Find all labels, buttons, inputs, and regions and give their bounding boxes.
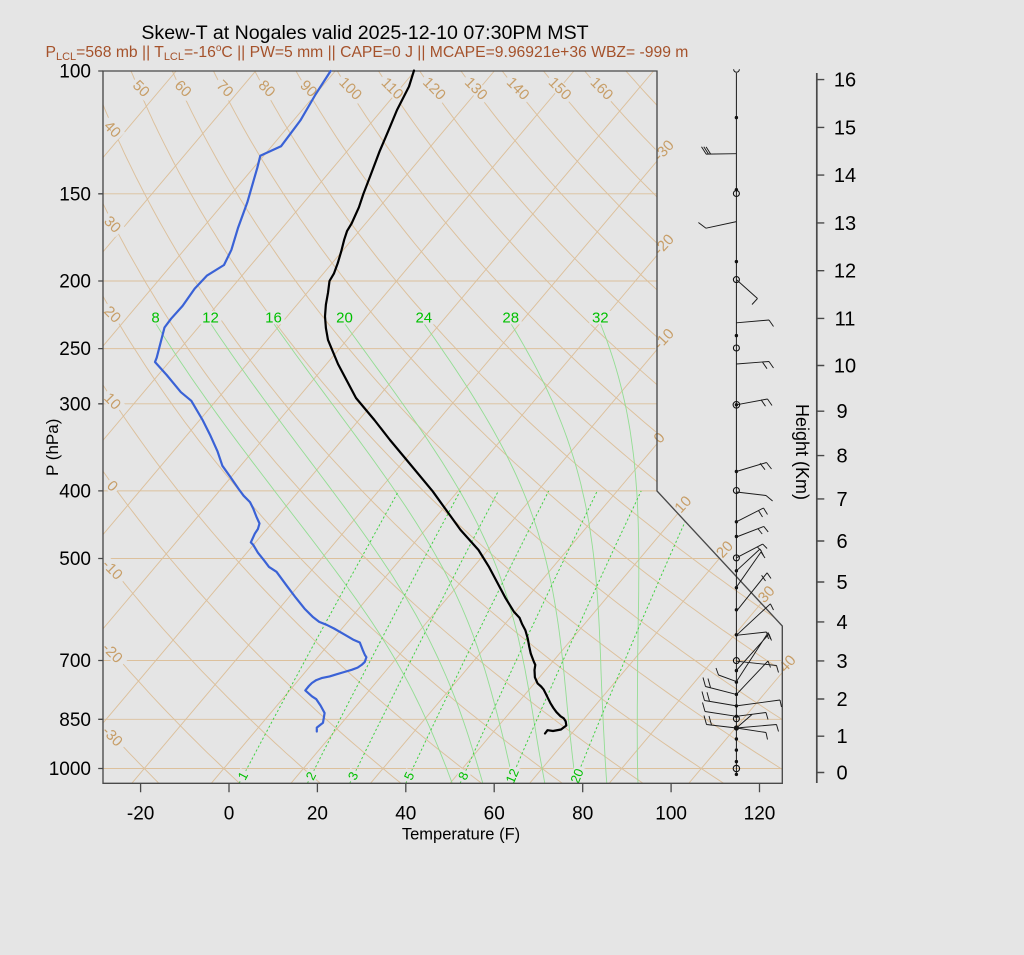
svg-text:16: 16 bbox=[265, 310, 282, 327]
svg-text:1000: 1000 bbox=[49, 759, 91, 780]
svg-text:32: 32 bbox=[592, 310, 609, 327]
svg-text:5: 5 bbox=[836, 572, 847, 594]
svg-text:12: 12 bbox=[834, 261, 856, 283]
svg-text:P (hPa): P (hPa) bbox=[43, 419, 62, 476]
svg-text:4: 4 bbox=[836, 612, 847, 634]
svg-text:2: 2 bbox=[836, 689, 847, 711]
svg-text:150: 150 bbox=[59, 184, 91, 205]
svg-text:700: 700 bbox=[59, 651, 91, 672]
svg-text:400: 400 bbox=[59, 481, 91, 502]
svg-text:15: 15 bbox=[834, 117, 856, 139]
svg-text:100: 100 bbox=[59, 62, 91, 83]
svg-text:8: 8 bbox=[836, 446, 847, 468]
svg-text:0: 0 bbox=[224, 804, 235, 825]
svg-text:7: 7 bbox=[836, 489, 847, 511]
svg-text:6: 6 bbox=[836, 531, 847, 553]
svg-text:11: 11 bbox=[835, 308, 856, 330]
svg-text:9: 9 bbox=[836, 401, 847, 423]
svg-text:3: 3 bbox=[836, 651, 847, 673]
svg-text:28: 28 bbox=[502, 310, 519, 327]
svg-text:250: 250 bbox=[59, 339, 91, 360]
svg-text:20: 20 bbox=[307, 804, 328, 825]
svg-text:200: 200 bbox=[59, 272, 91, 293]
svg-text:14: 14 bbox=[834, 165, 856, 187]
svg-text:12: 12 bbox=[503, 766, 522, 785]
svg-text:Height (Km): Height (Km) bbox=[792, 404, 812, 500]
svg-text:Temperature (F): Temperature (F) bbox=[402, 826, 520, 844]
svg-text:8: 8 bbox=[151, 310, 159, 327]
svg-text:500: 500 bbox=[59, 549, 91, 570]
svg-text:24: 24 bbox=[415, 310, 432, 327]
svg-text:20: 20 bbox=[567, 766, 586, 785]
svg-text:100: 100 bbox=[655, 804, 687, 825]
svg-text:60: 60 bbox=[484, 804, 505, 825]
svg-text:PLCL=568 mb || TLCL=-16oC || P: PLCL=568 mb || TLCL=-16oC || PW=5 mm || … bbox=[46, 43, 689, 63]
svg-text:16: 16 bbox=[834, 70, 856, 92]
svg-text:40: 40 bbox=[395, 804, 416, 825]
svg-text:80: 80 bbox=[572, 804, 593, 825]
svg-text:20: 20 bbox=[336, 310, 353, 327]
svg-text:Skew-T at Nogales valid 2025-1: Skew-T at Nogales valid 2025-12-10 07:30… bbox=[141, 22, 588, 44]
svg-text:120: 120 bbox=[744, 804, 776, 825]
svg-text:10: 10 bbox=[834, 356, 856, 378]
svg-text:300: 300 bbox=[59, 394, 91, 415]
svg-text:1: 1 bbox=[836, 726, 847, 748]
svg-text:12: 12 bbox=[202, 310, 219, 327]
svg-text:-20: -20 bbox=[127, 804, 154, 825]
svg-text:13: 13 bbox=[834, 213, 856, 235]
svg-text:0: 0 bbox=[836, 763, 847, 785]
svg-text:850: 850 bbox=[59, 710, 91, 731]
